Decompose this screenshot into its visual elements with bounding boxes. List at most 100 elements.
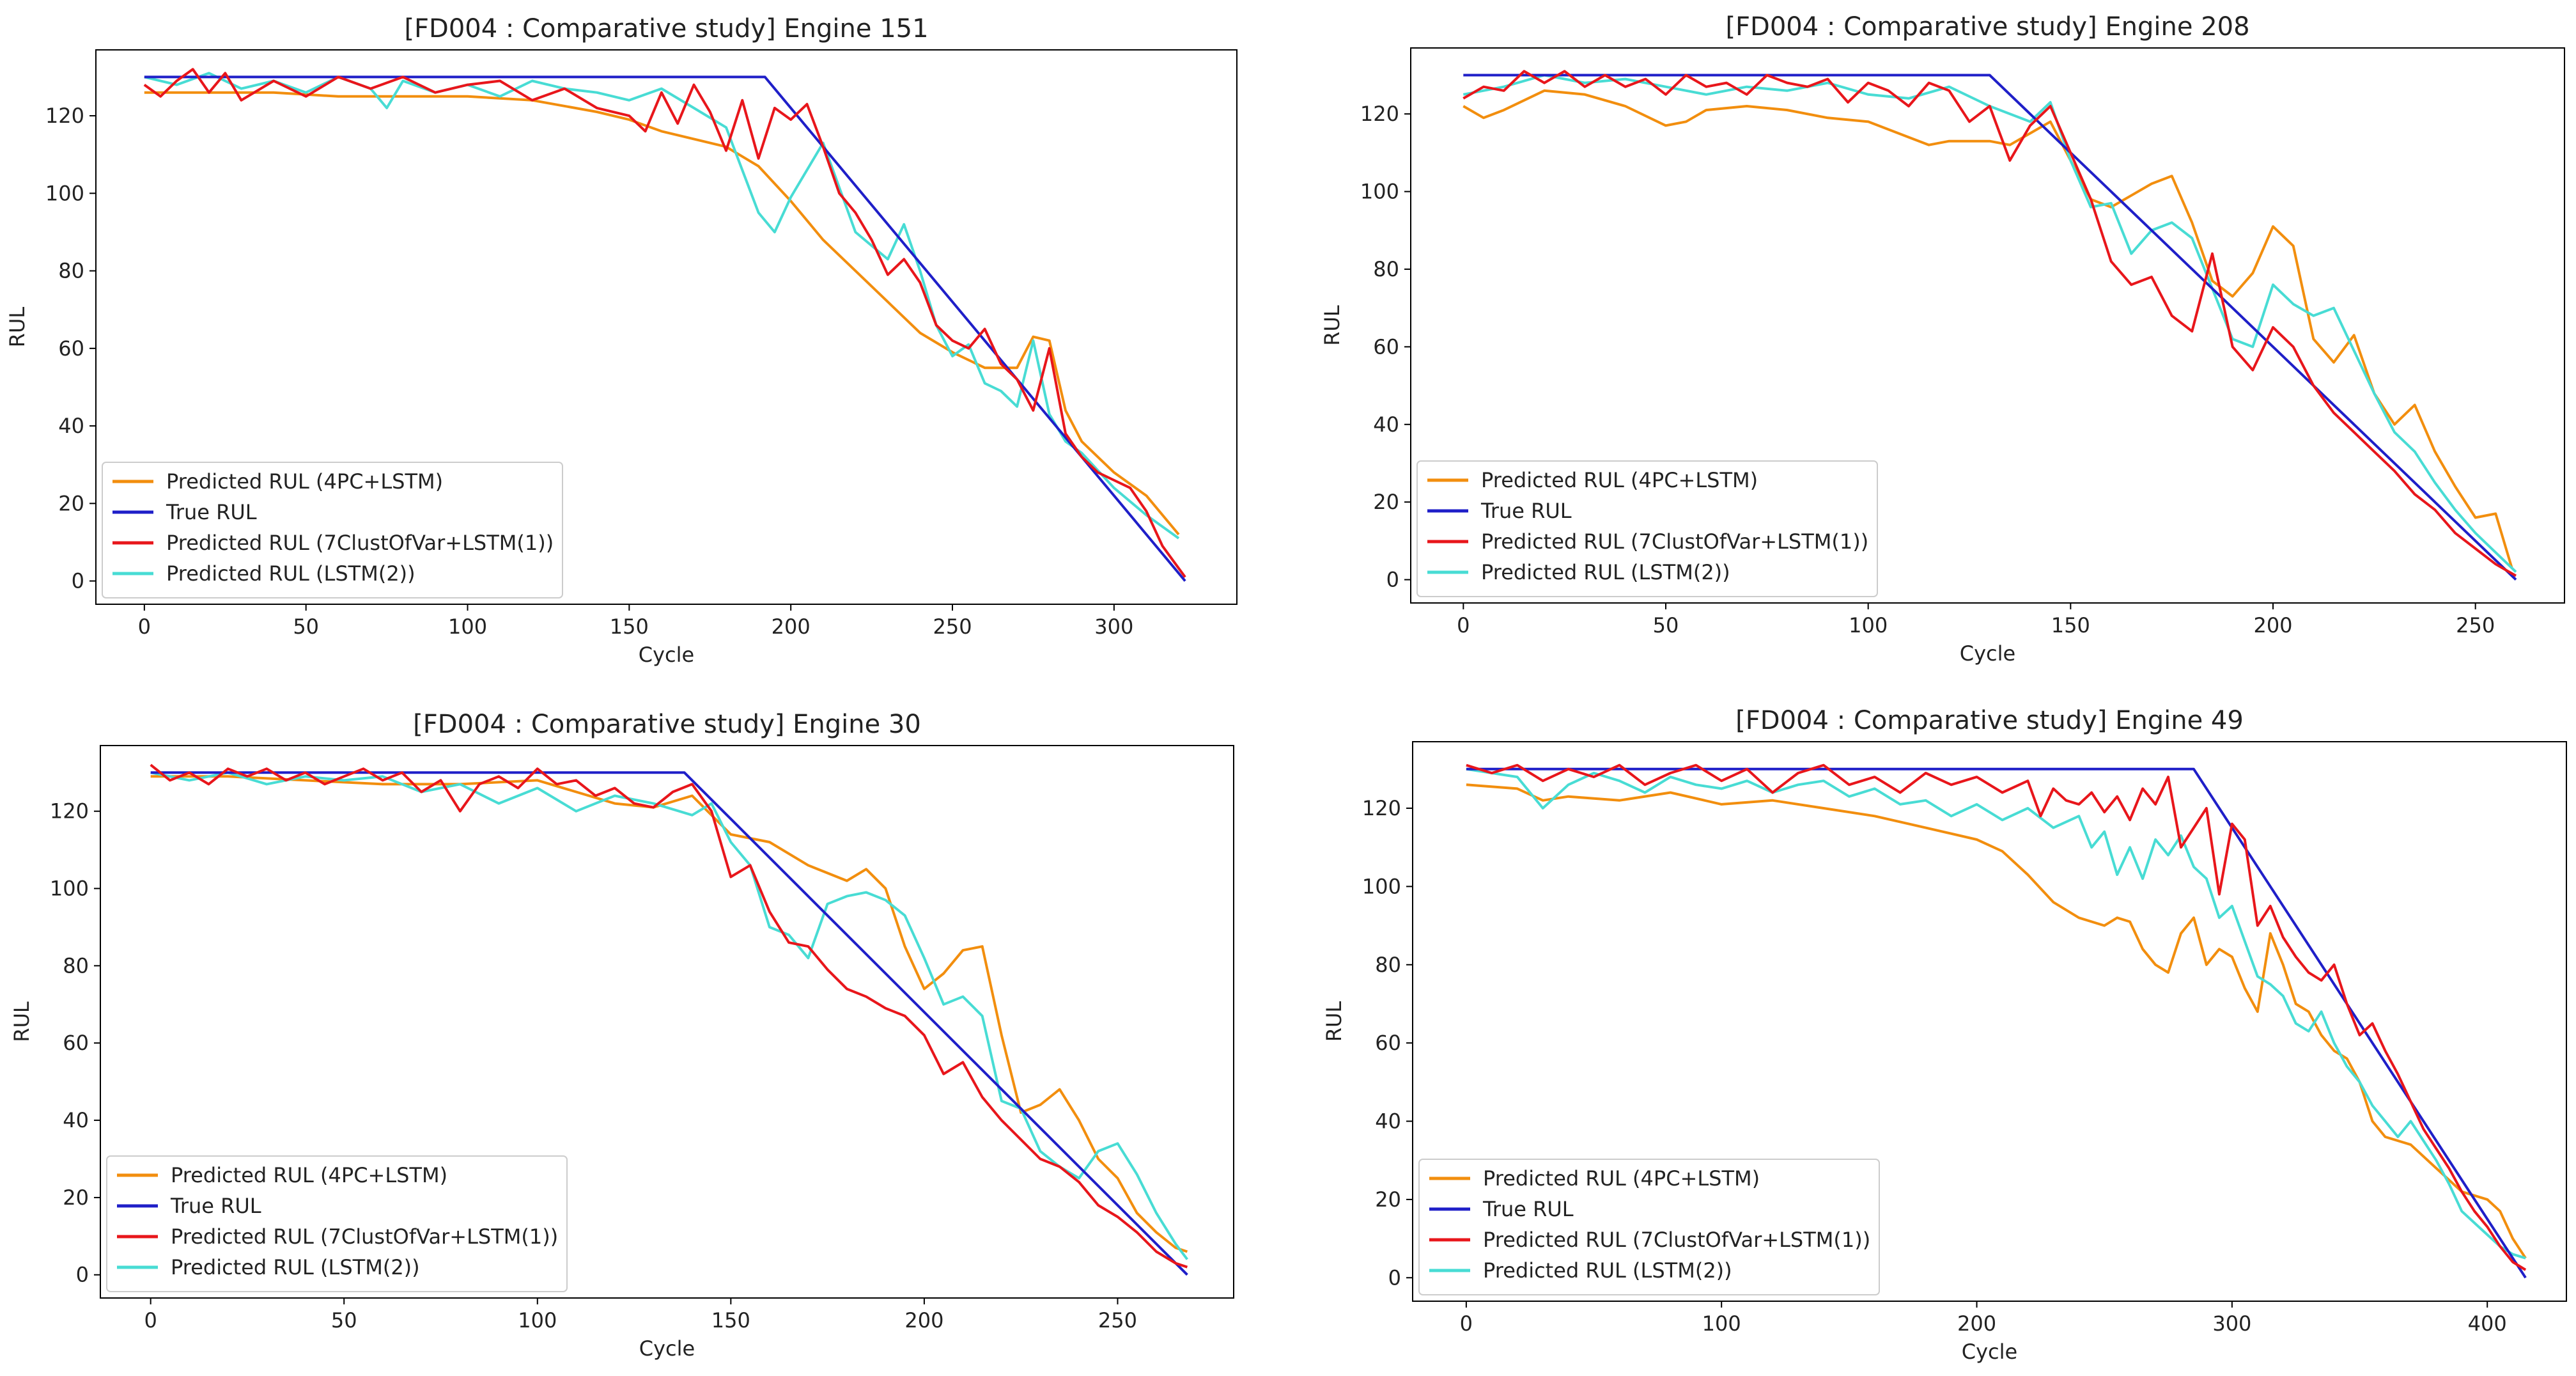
chart-title: [FD004 : Comparative study] Engine 208 — [1725, 12, 2249, 42]
legend-label-predicted-rul-4pc-lstm: Predicted RUL (4PC+LSTM) — [166, 469, 443, 494]
legend-label-predicted-rul-lstm-2: Predicted RUL (LSTM(2)) — [171, 1255, 420, 1279]
y-tick-label: 0 — [1386, 568, 1399, 592]
y-tick-label: 80 — [63, 953, 89, 978]
plot-frame — [100, 745, 1234, 1299]
x-tick-label: 300 — [2212, 1311, 2251, 1336]
x-tick-label: 150 — [610, 614, 649, 639]
y-tick-label: 80 — [1375, 953, 1401, 977]
legend-label-predicted-rul-7clustofvar-lstm-1: Predicted RUL (7ClustOfVar+LSTM(1)) — [1481, 529, 1868, 554]
x-tick-label: 250 — [933, 614, 972, 639]
x-tick-label: 100 — [518, 1308, 557, 1333]
x-tick-label: 200 — [904, 1308, 943, 1333]
x-tick-label: 0 — [1457, 613, 1470, 637]
y-tick-label: 80 — [58, 259, 84, 283]
x-tick-label: 400 — [2468, 1311, 2507, 1336]
y-tick-label: 0 — [1388, 1265, 1401, 1290]
legend-box — [1416, 460, 1878, 597]
x-tick-label: 200 — [772, 614, 811, 639]
x-tick-label: 50 — [331, 1308, 357, 1333]
y-tick-label: 40 — [58, 414, 84, 438]
y-tick-label: 120 — [1362, 796, 1401, 820]
panel-engine-49: [FD004 : Comparative study] Engine 49 0 10… — [1288, 688, 2576, 1376]
y-tick-label: 100 — [1362, 874, 1401, 898]
series-line-predicted-rul-4pc-lstm — [1466, 783, 2527, 1259]
legend-label-predicted-rul-7clustofvar-lstm-1: Predicted RUL (7ClustOfVar+LSTM(1)) — [171, 1224, 558, 1249]
y-tick-label: 20 — [58, 491, 84, 515]
x-tick-label: 0 — [144, 1308, 157, 1333]
y-tick-label: 100 — [50, 877, 89, 901]
legend: Predicted RUL (4PC+LSTM) True RUL Predicte… — [106, 1155, 568, 1292]
plot-frame — [95, 49, 1238, 605]
legend-label-predicted-rul-lstm-2: Predicted RUL (LSTM(2)) — [166, 561, 415, 586]
legend-label-predicted-rul-4pc-lstm: Predicted RUL (4PC+LSTM) — [171, 1163, 447, 1187]
series-line-predicted-rul-7clustofvar-lstm-1 — [150, 763, 1188, 1269]
y-tick-label: 40 — [1375, 1109, 1401, 1134]
x-tick-label: 50 — [1653, 613, 1679, 637]
chart-engine-208: [FD004 : Comparative study] Engine 208 0 5… — [1320, 12, 2565, 666]
legend-label-true-rul: True RUL — [170, 1194, 261, 1218]
legend-label-predicted-rul-7clustofvar-lstm-1: Predicted RUL (7ClustOfVar+LSTM(1)) — [166, 531, 554, 555]
x-tick-label: 250 — [1098, 1308, 1137, 1333]
chart-engine-151: [FD004 : Comparative study] Engine 151 0 5… — [5, 14, 1238, 667]
y-axis-label: RUL — [1320, 305, 1344, 346]
x-axis-label: Cycle — [639, 643, 694, 667]
plot-frame — [1410, 47, 2565, 604]
panel-engine-30: [FD004 : Comparative study] Engine 30 0 50… — [0, 688, 1288, 1376]
legend-label-predicted-rul-lstm-2: Predicted RUL (LSTM(2)) — [1483, 1258, 1732, 1283]
x-axis-label: Cycle — [1962, 1340, 2017, 1364]
y-tick-label: 60 — [63, 1031, 89, 1055]
legend-label-predicted-rul-4pc-lstm: Predicted RUL (4PC+LSTM) — [1483, 1166, 1760, 1191]
y-axis-label: RUL — [10, 1001, 34, 1042]
legend-label-predicted-rul-lstm-2: Predicted RUL (LSTM(2)) — [1481, 560, 1730, 584]
legend-label-true-rul: True RUL — [1482, 1197, 1574, 1221]
x-tick-label: 150 — [2051, 613, 2090, 637]
y-tick-label: 120 — [1360, 102, 1399, 126]
x-tick-label: 100 — [1702, 1311, 1741, 1336]
legend-box — [106, 1155, 568, 1292]
y-tick-label: 20 — [1373, 490, 1399, 514]
x-tick-label: 0 — [138, 614, 151, 639]
panel-engine-208: [FD004 : Comparative study] Engine 208 0 5… — [1288, 0, 2576, 688]
series-line-predicted-rul-4pc-lstm — [150, 775, 1188, 1253]
legend-label-predicted-rul-4pc-lstm: Predicted RUL (4PC+LSTM) — [1481, 468, 1758, 492]
series-line-predicted-rul-7clustofvar-lstm-1 — [1463, 70, 2517, 577]
legend-box — [1418, 1159, 1880, 1295]
y-tick-label: 20 — [63, 1185, 89, 1210]
y-tick-label: 0 — [76, 1263, 89, 1287]
legend-box — [102, 462, 563, 598]
x-tick-label: 0 — [1460, 1311, 1473, 1336]
series-group — [150, 763, 1188, 1276]
panel-engine-151: [FD004 : Comparative study] Engine 151 0 5… — [0, 0, 1288, 688]
x-tick-label: 50 — [293, 614, 319, 639]
y-tick-label: 0 — [72, 569, 84, 593]
y-tick-label: 120 — [50, 799, 89, 824]
x-tick-label: 200 — [2253, 613, 2292, 637]
legend-label-true-rul: True RUL — [166, 500, 257, 524]
y-tick-label: 60 — [58, 336, 84, 361]
x-tick-label: 300 — [1094, 614, 1133, 639]
plot-frame — [1412, 741, 2567, 1302]
y-tick-label: 120 — [45, 104, 84, 128]
y-tick-label: 100 — [1360, 180, 1399, 204]
x-axis-label: Cycle — [1960, 641, 2015, 666]
x-tick-label: 250 — [2456, 613, 2495, 637]
chart-title: [FD004 : Comparative study] Engine 49 — [1735, 706, 2244, 735]
chart-title: [FD004 : Comparative study] Engine 30 — [413, 710, 921, 739]
series-group — [1466, 763, 2527, 1279]
y-tick-label: 20 — [1375, 1187, 1401, 1212]
y-tick-label: 100 — [45, 181, 84, 205]
series-line-true-rul — [144, 75, 1186, 582]
chart-engine-30: [FD004 : Comparative study] Engine 30 0 50… — [10, 710, 1234, 1361]
series-line-predicted-rul-4pc-lstm — [144, 91, 1180, 536]
y-axis-label: RUL — [1322, 1001, 1346, 1042]
x-tick-label: 200 — [1957, 1311, 1996, 1336]
chart-title: [FD004 : Comparative study] Engine 151 — [404, 14, 928, 43]
y-tick-label: 60 — [1375, 1031, 1401, 1055]
y-tick-label: 60 — [1373, 334, 1399, 359]
series-line-predicted-rul-7clustofvar-lstm-1 — [1466, 763, 2527, 1271]
x-tick-label: 100 — [448, 614, 487, 639]
legend: Predicted RUL (4PC+LSTM) True RUL Predicte… — [102, 462, 563, 598]
series-line-predicted-rul-lstm-2 — [1463, 74, 2517, 573]
x-axis-label: Cycle — [639, 1336, 695, 1361]
y-axis-label: RUL — [5, 307, 29, 348]
